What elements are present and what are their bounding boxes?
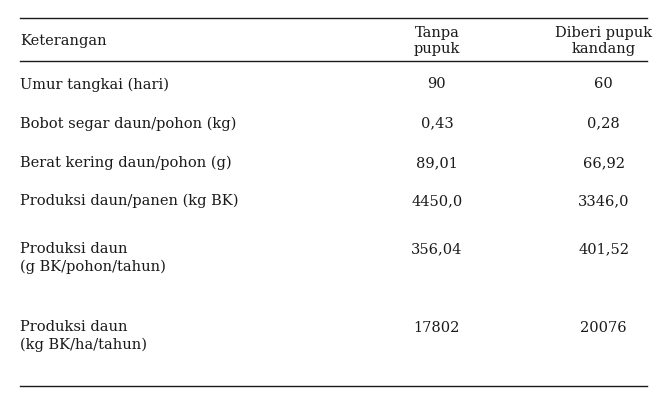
Text: 66,92: 66,92 <box>583 156 624 170</box>
Text: Bobot segar daun/pohon (kg): Bobot segar daun/pohon (kg) <box>20 117 236 131</box>
Text: 3346,0: 3346,0 <box>578 194 630 208</box>
Text: Diberi pupuk
kandang: Diberi pupuk kandang <box>555 26 652 56</box>
Text: Produksi daun
(g BK/pohon/tahun): Produksi daun (g BK/pohon/tahun) <box>20 242 166 274</box>
Text: 20076: 20076 <box>580 321 627 335</box>
Text: Umur tangkai (hari): Umur tangkai (hari) <box>20 77 169 92</box>
Text: 356,04: 356,04 <box>411 242 463 257</box>
Text: 0,43: 0,43 <box>420 117 454 131</box>
Text: 0,28: 0,28 <box>587 117 620 131</box>
Text: Produksi daun
(kg BK/ha/tahun): Produksi daun (kg BK/ha/tahun) <box>20 320 147 352</box>
Text: 90: 90 <box>428 77 446 92</box>
Text: 89,01: 89,01 <box>416 156 458 170</box>
Text: Tanpa
pupuk: Tanpa pupuk <box>414 26 460 56</box>
Text: Produksi daun/panen (kg BK): Produksi daun/panen (kg BK) <box>20 194 239 208</box>
Text: 4450,0: 4450,0 <box>412 194 462 208</box>
Text: Keterangan: Keterangan <box>20 34 107 48</box>
Text: 60: 60 <box>594 77 613 92</box>
Text: 17802: 17802 <box>414 321 460 335</box>
Text: 401,52: 401,52 <box>578 242 629 257</box>
Text: Berat kering daun/pohon (g): Berat kering daun/pohon (g) <box>20 156 231 170</box>
